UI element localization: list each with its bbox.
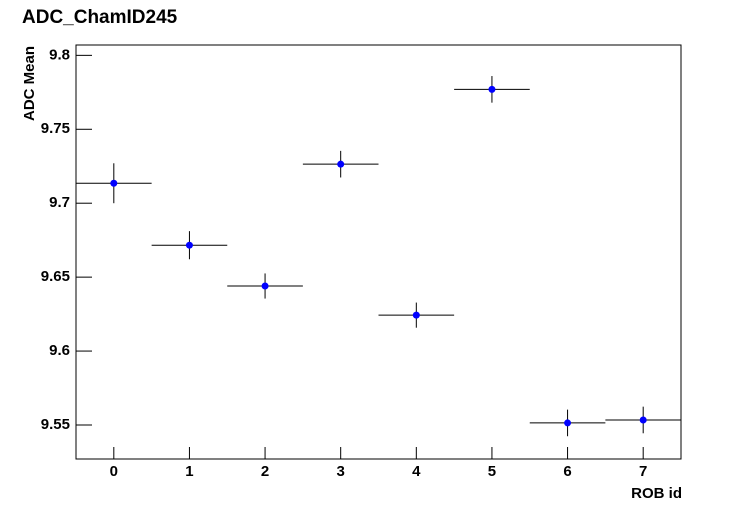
x-axis-label: ROB id: [631, 485, 682, 502]
y-tick-label: 9.75: [41, 120, 70, 137]
x-tick-label: 3: [337, 463, 345, 480]
x-tick-label: 4: [412, 463, 421, 480]
x-tick-label: 2: [261, 463, 269, 480]
y-tick-label: 9.6: [49, 342, 70, 359]
point: [185, 241, 193, 249]
point: [337, 160, 345, 168]
y-tick-label: 9.8: [49, 46, 70, 63]
x-tick-label: 6: [563, 463, 571, 480]
x-tick-label: 7: [639, 463, 647, 480]
x-tick-label: 5: [488, 463, 496, 480]
point: [412, 311, 420, 319]
plot-frame: [75, 44, 682, 460]
point: [564, 419, 572, 427]
point: [261, 282, 269, 290]
point: [110, 179, 118, 187]
x-tick-label: 1: [185, 463, 193, 480]
point: [488, 85, 496, 93]
y-tick-label: 9.7: [49, 194, 70, 211]
chart-title: ADC_ChamID245: [22, 7, 178, 28]
y-tick-label: 9.65: [41, 268, 70, 285]
point: [639, 416, 647, 424]
y-axis-label: ADC Mean: [21, 46, 38, 121]
x-tick-label: 0: [110, 463, 118, 480]
y-tick-label: 9.55: [41, 416, 70, 433]
